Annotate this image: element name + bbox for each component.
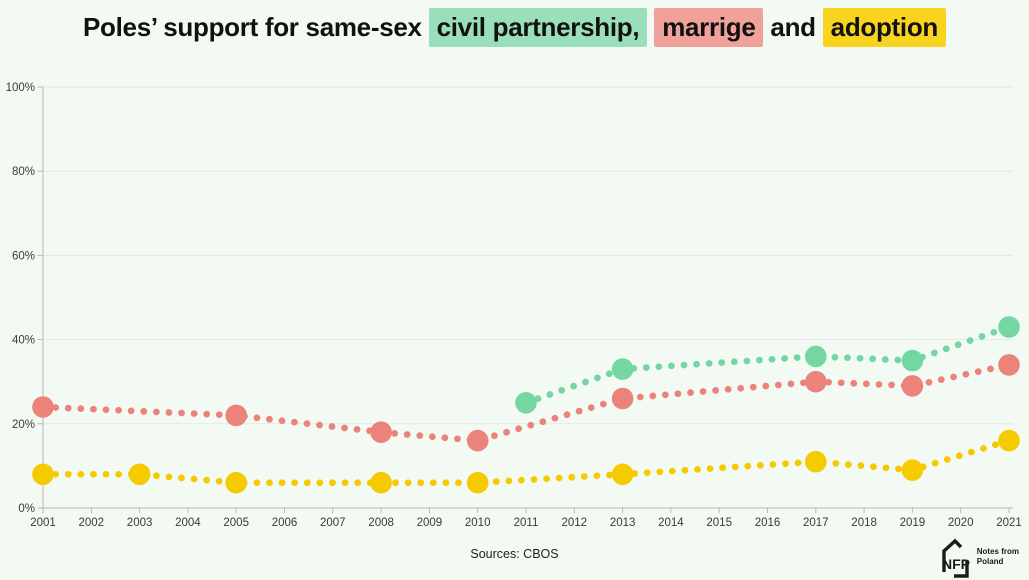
page-title: Poles’ support for same-sex civil partne…: [0, 8, 1029, 47]
logo-bracket-bottom-right: [953, 561, 969, 578]
x-axis-label: 2016: [755, 517, 781, 529]
x-axis-label: 2021: [996, 517, 1022, 529]
data-point-adoption-2003: [128, 463, 151, 486]
x-axis-label: 2004: [175, 517, 201, 529]
nfp-logo-icon: NFP: [942, 538, 970, 578]
x-axis-label: 2006: [272, 517, 298, 529]
title-highlight-civil-partnership: civil partnership,: [428, 8, 648, 47]
data-point-civil-partnership-2011: [515, 392, 537, 414]
y-axis-label: 100%: [6, 82, 35, 94]
x-axis-label: 2011: [514, 517, 539, 529]
data-point-adoption-2005: [225, 471, 247, 494]
x-axis-label: 2020: [948, 517, 974, 529]
data-point-marriage-2017: [805, 370, 827, 393]
source-text: Sources: CBOS: [470, 547, 559, 561]
data-point-adoption-2021: [998, 429, 1020, 452]
title-highlight-adoption: adoption: [822, 8, 947, 47]
data-point-marriage-2001: [32, 396, 54, 418]
title-segment: and: [763, 12, 823, 42]
data-point-adoption-2013: [611, 463, 634, 486]
title-segment: Poles’ support for same-sex: [82, 12, 429, 42]
x-axis-label: 2002: [79, 517, 105, 529]
data-point-adoption-2017: [805, 450, 827, 473]
data-point-adoption-2008: [370, 471, 392, 494]
data-point-marriage-2021: [998, 354, 1020, 376]
support-chart: 0% 20% 40% 60% 80% 100% 2001 2002 2003 2004 2005 20…: [6, 82, 1022, 529]
series-dotted-line-civil-partnership: [522, 323, 1013, 407]
y-axis-label: 60%: [12, 250, 35, 262]
data-point-adoption-2010: [466, 471, 489, 494]
nfp-logo: NFP Notes from Poland: [926, 534, 1019, 580]
x-axis-label: 2001: [30, 517, 56, 529]
data-point-marriage-2013: [611, 387, 634, 410]
x-axis-label: 2009: [417, 517, 443, 529]
data-point-civil-partnership-2013: [611, 358, 634, 380]
data-point-civil-partnership-2017: [805, 345, 827, 368]
x-axis-label: 2010: [465, 517, 491, 529]
x-axis-label: 2003: [127, 517, 153, 529]
logo-wordmark: Notes from Poland: [977, 547, 1019, 568]
logo-abbr: NFP: [942, 556, 970, 572]
x-axis-label: 2019: [900, 517, 926, 529]
x-axis-label: 2013: [610, 517, 636, 529]
data-point-marriage-2010: [466, 429, 489, 452]
x-axis-label: 2012: [562, 517, 588, 529]
data-point-marriage-2019: [901, 375, 924, 397]
x-axis-label: 2007: [320, 517, 346, 529]
data-point-marriage-2008: [370, 421, 392, 444]
x-axis-label: 2008: [368, 517, 394, 529]
title-highlight-marriage: marrige: [654, 8, 764, 47]
data-point-marriage-2005: [225, 404, 247, 427]
data-point-adoption-2001: [32, 463, 54, 486]
data-point-civil-partnership-2021: [998, 316, 1020, 338]
x-axis-label: 2017: [803, 517, 829, 529]
x-axis-label: 2015: [706, 517, 732, 529]
data-point-civil-partnership-2019: [901, 349, 924, 372]
x-axis-label: 2018: [851, 517, 877, 529]
y-axis-label: 0%: [18, 503, 35, 515]
y-axis-label: 40%: [12, 335, 35, 347]
x-axis-label: 2014: [658, 517, 684, 529]
logo-bracket-top-left: [942, 538, 962, 572]
x-axis-label: 2005: [223, 517, 249, 529]
y-axis-label: 80%: [12, 166, 35, 178]
logo-line-2: Poland: [976, 557, 1004, 566]
y-axis-label: 20%: [12, 419, 35, 431]
series-dotted-line-adoption: [39, 437, 1013, 487]
data-point-adoption-2019: [901, 459, 924, 481]
logo-line-1: Notes from: [976, 546, 1019, 556]
